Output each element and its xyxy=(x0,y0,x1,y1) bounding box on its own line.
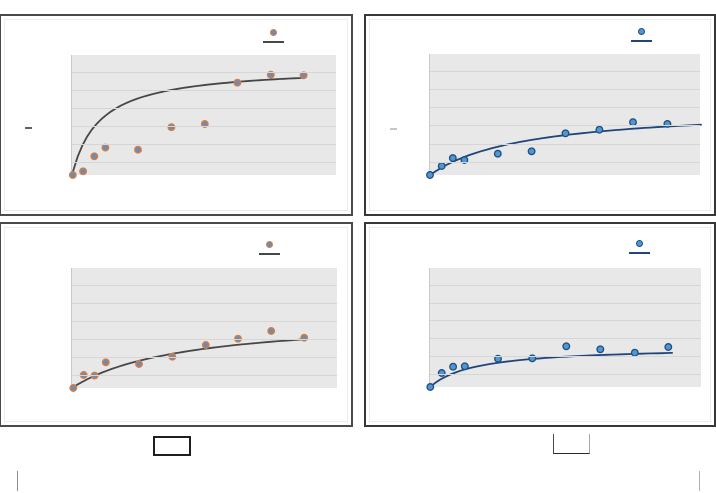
gridline xyxy=(430,89,700,91)
data-point[interactable] xyxy=(68,171,77,179)
empty-box-left[interactable] xyxy=(153,436,191,456)
data-point[interactable] xyxy=(233,78,242,87)
y-axis-title-dash xyxy=(25,127,32,129)
gridline xyxy=(430,356,701,358)
legend-marker-sample xyxy=(269,29,277,36)
data-point[interactable] xyxy=(200,120,209,128)
series-layer xyxy=(426,342,673,391)
chart-legend[interactable] xyxy=(624,28,658,42)
chart-panel-top-left[interactable] xyxy=(0,14,353,216)
data-point[interactable] xyxy=(134,145,142,154)
gridline xyxy=(72,338,337,340)
y-axis-title-dash xyxy=(390,128,397,130)
data-point[interactable] xyxy=(201,341,210,349)
chart-panel-bottom-right[interactable] xyxy=(364,222,716,427)
data-point[interactable] xyxy=(596,345,605,354)
data-point[interactable] xyxy=(168,352,177,361)
gridline xyxy=(72,71,336,73)
gridline xyxy=(430,338,701,340)
data-point[interactable] xyxy=(101,358,110,367)
gridline xyxy=(72,125,336,127)
data-point[interactable] xyxy=(135,360,143,368)
gridline xyxy=(430,284,701,286)
chart-legend[interactable] xyxy=(622,240,656,254)
gridline xyxy=(430,373,701,375)
series-layer xyxy=(68,70,308,179)
legend-marker-sample xyxy=(265,241,273,248)
data-point[interactable] xyxy=(437,162,446,170)
plot-area-bottom-left[interactable] xyxy=(69,268,337,392)
gridline xyxy=(430,302,701,304)
legend-marker-sample xyxy=(635,240,643,247)
gridline xyxy=(72,161,336,163)
data-point[interactable] xyxy=(448,154,457,163)
legend-line-sample xyxy=(258,253,280,255)
gridline xyxy=(72,143,336,145)
series-layer xyxy=(426,118,702,179)
gridline xyxy=(72,284,337,286)
gridline xyxy=(430,320,701,322)
data-point[interactable] xyxy=(90,152,99,161)
series-layer xyxy=(69,327,309,392)
data-point[interactable] xyxy=(449,362,458,371)
data-point[interactable] xyxy=(562,342,571,351)
empty-box-right[interactable] xyxy=(553,434,590,454)
legend-line-sample xyxy=(628,252,650,254)
chart-panel-top-right[interactable] xyxy=(364,14,716,216)
legend-marker-sample xyxy=(637,28,645,35)
plot-area-top-right[interactable] xyxy=(426,54,702,179)
plot-area-bottom-right[interactable] xyxy=(426,268,701,391)
gridline xyxy=(430,143,700,145)
data-point[interactable] xyxy=(630,348,639,357)
gridline xyxy=(72,356,337,358)
gridline xyxy=(72,107,336,109)
data-point[interactable] xyxy=(69,384,78,392)
data-point[interactable] xyxy=(101,143,110,152)
data-point[interactable] xyxy=(426,171,434,179)
fit-curve[interactable] xyxy=(72,338,306,388)
gridline xyxy=(72,89,336,91)
legend-line-sample xyxy=(630,40,652,42)
wide-text-box[interactable] xyxy=(17,471,700,491)
data-point[interactable] xyxy=(664,343,673,351)
gridline xyxy=(430,70,700,72)
chart-panel-bottom-left[interactable] xyxy=(0,222,353,427)
gridline xyxy=(72,320,337,322)
data-point[interactable] xyxy=(167,123,176,132)
data-point[interactable] xyxy=(493,149,502,158)
data-point[interactable] xyxy=(561,129,570,138)
data-point[interactable] xyxy=(426,383,435,391)
gridline xyxy=(430,107,700,109)
gridline xyxy=(72,302,337,304)
gridline xyxy=(72,374,337,376)
fit-curve[interactable] xyxy=(429,352,673,388)
chart-legend[interactable] xyxy=(252,241,286,255)
data-point[interactable] xyxy=(527,147,536,156)
data-point[interactable] xyxy=(267,327,276,335)
gridline xyxy=(430,125,700,127)
data-point[interactable] xyxy=(79,167,88,176)
chart-legend[interactable] xyxy=(256,29,290,43)
data-point[interactable] xyxy=(299,71,308,80)
data-point[interactable] xyxy=(460,156,469,164)
data-point[interactable] xyxy=(266,70,275,79)
data-point[interactable] xyxy=(595,125,604,134)
legend-line-sample xyxy=(262,41,284,43)
data-point[interactable] xyxy=(234,334,242,343)
data-point[interactable] xyxy=(460,362,469,371)
gridline xyxy=(430,161,700,163)
fit-curve[interactable] xyxy=(71,76,305,173)
data-point[interactable] xyxy=(300,333,309,342)
plot-area-top-left[interactable] xyxy=(68,55,336,179)
